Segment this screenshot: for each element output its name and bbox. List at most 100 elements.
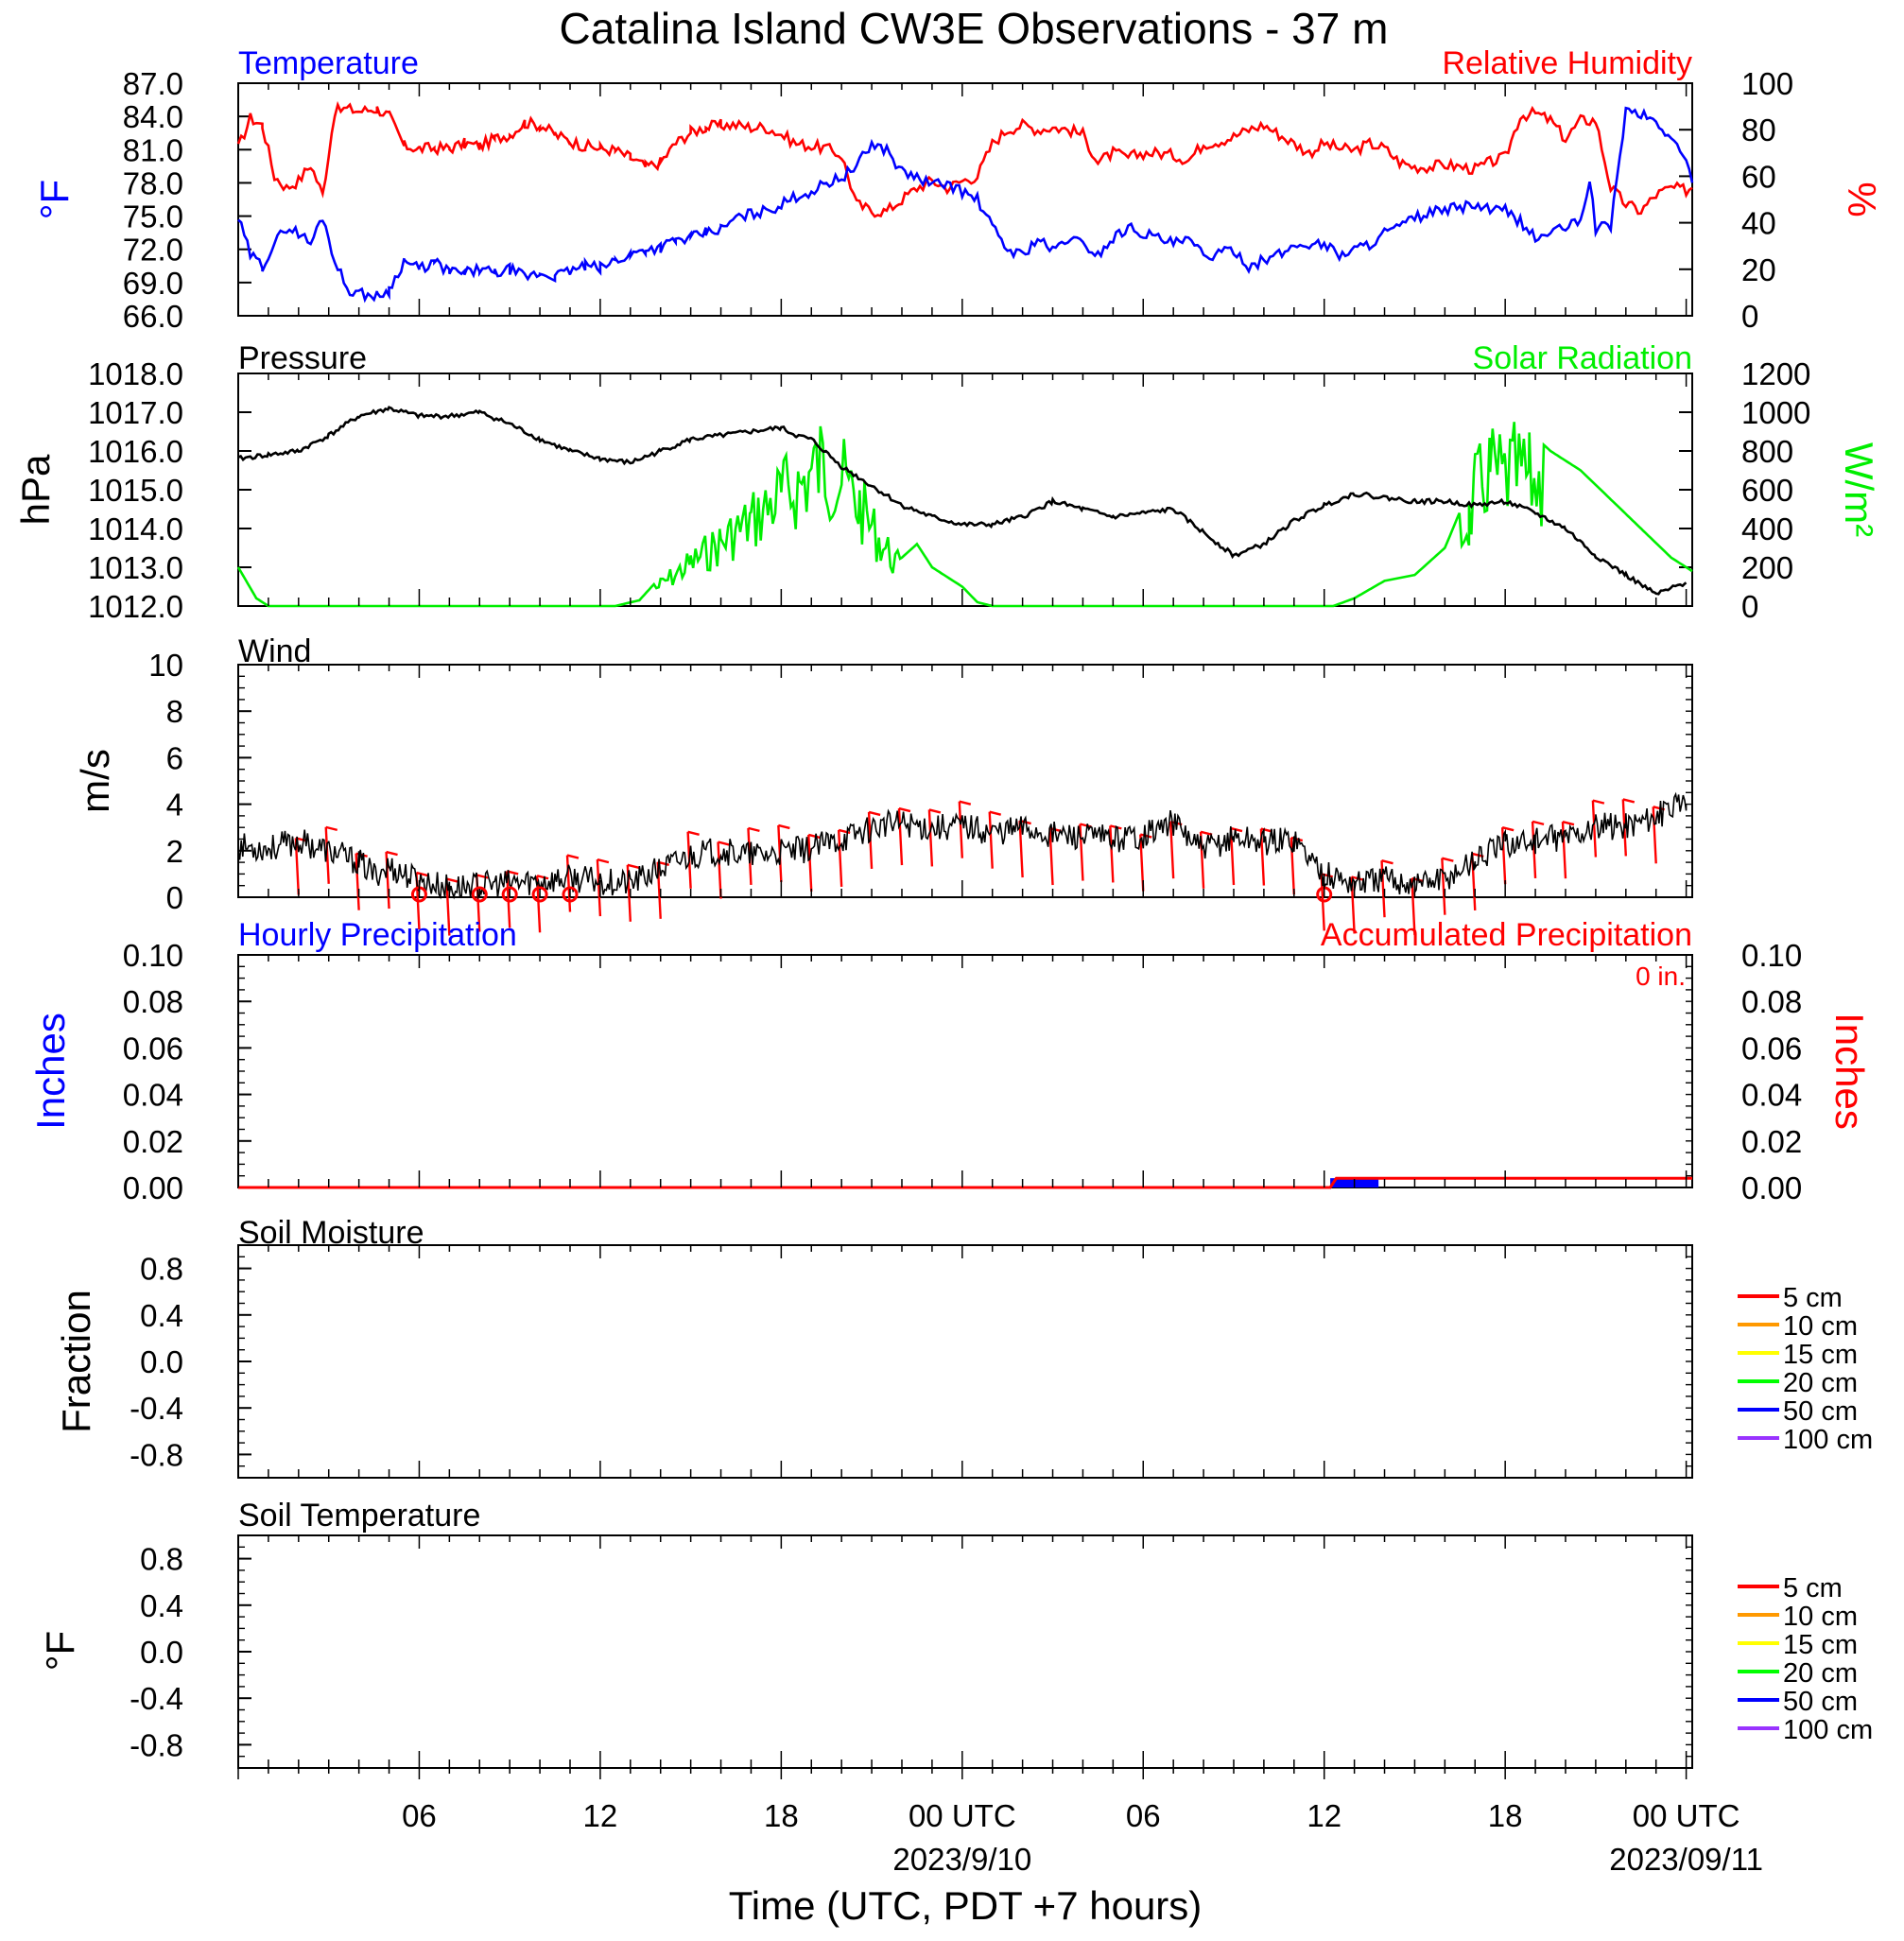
wind-barb <box>1561 822 1567 879</box>
wind-barb <box>596 859 602 917</box>
y-tick-label: 72.0 <box>123 233 183 268</box>
y-tick-label: 1200 <box>1741 356 1810 391</box>
accum-precip-title: Accumulated Precipitation <box>1321 917 1692 953</box>
temperature-title: Temperature <box>238 45 419 81</box>
y-tick-label: 0.4 <box>140 1588 183 1623</box>
y-tick-label: 80 <box>1741 113 1776 147</box>
wind-barb-flag <box>989 810 1002 816</box>
wind-barb <box>1591 800 1598 858</box>
y-tick-label: 1014.0 <box>88 511 183 546</box>
temp-axis-ticks: 87.084.081.078.075.072.069.066.0 <box>123 66 251 334</box>
legend-label: 15 cm <box>1783 1340 1858 1370</box>
wind-barb-flag <box>1381 859 1393 865</box>
soil-temp-frame <box>237 1534 1693 1769</box>
wind-barb <box>1079 823 1084 881</box>
soil-temp-panel: Soil Temperature °F 0.8 0.4 0.0 -0.4 -0.8 5 … <box>38 1498 1873 1769</box>
y-tick-label: 0.02 <box>123 1124 183 1159</box>
wind-barb-flag <box>748 826 760 833</box>
y-tick-label: 800 <box>1741 434 1793 469</box>
solar-unit-label: W/m² <box>1837 442 1881 537</box>
legend-label: 10 cm <box>1783 1311 1858 1342</box>
legend-label: 50 cm <box>1783 1396 1858 1427</box>
solar-title: Solar Radiation <box>1473 340 1692 376</box>
y-tick-label: 0.02 <box>1741 1124 1802 1159</box>
wind-barb <box>897 808 904 866</box>
y-tick-label: 81.0 <box>123 132 183 167</box>
y-tick-label: 75.0 <box>123 199 183 234</box>
x-tick-date: 2023/9/10 <box>892 1842 1031 1877</box>
wind-barb-flag <box>1501 826 1515 832</box>
wind-barb <box>1652 806 1657 864</box>
pressure-line <box>237 406 1688 596</box>
calm-marker <box>531 886 548 903</box>
y-tick-label: 66.0 <box>123 299 183 334</box>
y-tick-label: -0.4 <box>130 1681 183 1716</box>
y-tick-label: 69.0 <box>123 266 183 301</box>
wind-barb <box>355 853 360 910</box>
y-tick-label: 600 <box>1741 473 1793 508</box>
y-tick-label: 0.8 <box>140 1252 183 1287</box>
y-tick-label: 0.8 <box>140 1542 183 1577</box>
time-axis-title: Time (UTC, PDT +7 hours) <box>729 1883 1203 1928</box>
temp-unit-label: °F <box>32 180 77 219</box>
temperature-line <box>237 106 1694 303</box>
wind-barb-flag <box>928 808 942 814</box>
time-axis-labels: 06 12 18 00 UTC 2023/9/10 06 12 18 00 UTC 2023/09… <box>402 1798 1763 1877</box>
y-tick-label: 0.10 <box>123 938 183 973</box>
y-tick-label: 1017.0 <box>88 395 183 430</box>
wind-barb-flag <box>1622 798 1636 804</box>
y-tick-label: 0.00 <box>1741 1170 1802 1205</box>
hourly-precip-title: Hourly Precipitation <box>238 917 517 953</box>
y-tick-label: -0.8 <box>130 1437 183 1472</box>
legend-label: 5 cm <box>1783 1283 1843 1313</box>
y-tick-label: -0.4 <box>130 1391 183 1426</box>
y-tick-label: 10 <box>148 648 183 683</box>
accum-precip-unit: Inches <box>1827 1013 1872 1130</box>
legend-label: 10 cm <box>1783 1602 1858 1632</box>
accumulated-precip-line <box>238 1176 1692 1189</box>
wind-barb-flag <box>627 863 640 869</box>
precip-left-axis-ticks: 0.10 0.08 0.06 0.04 0.02 0.00 <box>123 938 1692 1205</box>
y-tick-label: 1018.0 <box>88 356 183 391</box>
wind-barb <box>565 855 572 912</box>
wind-barb-flag <box>476 874 489 879</box>
calm-marker <box>562 886 579 903</box>
y-tick-label: 0.0 <box>140 1635 183 1670</box>
chart-title: Catalina Island CW3E Observations - 37 m <box>560 4 1389 53</box>
wind-speed-line <box>237 791 1688 900</box>
y-tick-label: 0.06 <box>123 1031 183 1066</box>
wind-panel: Wind m/s 10 8 6 4 2 0 <box>73 633 1693 936</box>
wind-barb <box>958 801 964 858</box>
wind-barb-flag <box>416 871 428 877</box>
pressure-title: Pressure <box>238 340 367 376</box>
wind-unit-label: m/s <box>73 749 117 813</box>
hourly-precip-bar <box>1354 1178 1379 1187</box>
y-tick-label: 78.0 <box>123 165 183 200</box>
precip-frame <box>237 954 1693 1188</box>
wind-barb-flag <box>959 800 972 806</box>
pressure-solar-frame <box>237 373 1693 607</box>
wind-barb-flag <box>1562 821 1575 826</box>
calm-marker <box>471 886 488 903</box>
precip-panel: Hourly Precipitation Accumulated Precipi… <box>28 917 1872 1205</box>
wind-barb <box>927 809 934 867</box>
wind-barb-flag <box>1592 799 1605 805</box>
x-tick-label: 00 UTC <box>909 1798 1016 1833</box>
hourly-precip-unit: Inches <box>28 1013 73 1130</box>
humidity-line <box>236 100 1693 218</box>
soil-temp-axis-ticks: 0.8 0.4 0.0 -0.4 -0.8 <box>130 1534 1692 1769</box>
wind-barb-flag <box>1532 820 1545 826</box>
y-tick-label: 200 <box>1741 550 1793 585</box>
y-tick-label: 0.10 <box>1741 938 1802 973</box>
y-tick-label: 0 <box>166 880 183 915</box>
wind-barb-flag <box>597 858 610 864</box>
y-tick-label: 0.04 <box>1741 1078 1802 1113</box>
y-tick-label: 0.08 <box>123 984 183 1019</box>
y-tick-label: 400 <box>1741 511 1793 546</box>
y-tick-label: 1012.0 <box>88 589 183 624</box>
y-tick-label: 2 <box>166 834 183 869</box>
